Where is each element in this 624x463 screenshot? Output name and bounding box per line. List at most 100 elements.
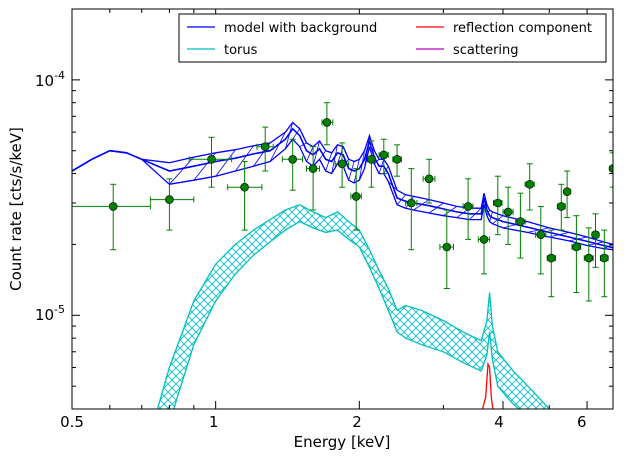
- data-point-29: [599, 229, 609, 298]
- data-marker: [546, 253, 556, 263]
- data-marker: [367, 155, 376, 164]
- model-hatch-segment: [169, 156, 195, 185]
- model-hatch-segment: [568, 236, 588, 242]
- data-point-10: [367, 140, 376, 188]
- data-marker: [392, 155, 402, 164]
- data-marker: [584, 253, 594, 263]
- data-point-18: [493, 175, 503, 236]
- model-band-hatch: [169, 122, 613, 249]
- reflection-component-line: [481, 361, 494, 409]
- legend-label-reflection: reflection component: [453, 21, 592, 36]
- data-point-20: [515, 192, 526, 259]
- data-marker: [536, 230, 546, 239]
- data-marker: [463, 202, 473, 211]
- data-marker: [591, 230, 600, 239]
- model-hatch-segment: [269, 131, 286, 162]
- data-point-25: [562, 170, 572, 219]
- data-point-30: [608, 152, 613, 188]
- model-hatch-segment: [378, 159, 385, 174]
- torus-lower-line: [173, 220, 521, 409]
- model-hatch-segment: [235, 145, 254, 172]
- model-hatch-segment: [443, 206, 458, 217]
- data-point-8: [334, 142, 350, 188]
- model-hatch-segment: [413, 199, 430, 211]
- data-point-14: [422, 158, 436, 204]
- data-point-5: [281, 138, 303, 191]
- legend: model with background reflection compone…: [178, 13, 607, 63]
- data-point-27: [583, 227, 594, 302]
- x-tick-label-6: 6: [577, 413, 587, 431]
- data-point-23: [546, 229, 556, 298]
- x-tick-label-0.5: 0.5: [60, 413, 84, 431]
- model-hatch-segment: [215, 149, 236, 177]
- data-point-26: [571, 215, 582, 293]
- model-hatch-segment: [292, 128, 301, 140]
- data-point-4: [256, 126, 274, 172]
- data-marker: [379, 150, 389, 160]
- x-tick-label-4: 4: [494, 413, 504, 431]
- data-marker: [479, 235, 489, 244]
- data-marker: [516, 217, 525, 226]
- model-hatch-segment: [388, 181, 398, 191]
- data-points: [72, 102, 613, 302]
- model-hatch-segment: [312, 140, 320, 167]
- model-hatch-segment: [486, 209, 490, 216]
- model-hatch-segment: [306, 146, 314, 162]
- data-marker: [525, 180, 535, 189]
- data-marker: [308, 164, 318, 173]
- torus-band-fill: [157, 204, 550, 409]
- data-point-6: [306, 146, 320, 211]
- model-hatch-segment: [489, 211, 493, 222]
- data-marker: [572, 242, 581, 252]
- plot-frame: [71, 8, 614, 410]
- model-hatch-segment: [549, 232, 570, 238]
- data-marker: [288, 155, 298, 164]
- data-point-1: [149, 178, 195, 231]
- model-hatch-segment: [480, 193, 485, 220]
- model-hatch-segment: [396, 194, 406, 205]
- data-point-15: [439, 209, 454, 289]
- model-hatch-segment: [325, 152, 333, 172]
- data-point-0: [72, 183, 151, 251]
- x-tick-label-1: 1: [209, 413, 219, 431]
- data-marker: [322, 118, 332, 127]
- legend-label-scattering: scattering: [453, 43, 519, 58]
- model-hatch-segment: [285, 122, 294, 149]
- data-marker: [599, 253, 609, 263]
- data-marker: [260, 142, 270, 151]
- data-point-16: [462, 178, 474, 240]
- model-hatch-segment: [358, 150, 365, 181]
- model-hatch-segment: [319, 150, 327, 160]
- data-point-12: [392, 144, 402, 177]
- model-hatch-segment: [469, 207, 482, 220]
- data-point-2: [188, 136, 233, 188]
- model-hatch-segment: [527, 227, 550, 233]
- data-marker: [165, 195, 174, 204]
- data-marker: [556, 202, 566, 211]
- model-hatch-segment: [374, 159, 380, 165]
- data-marker: [240, 182, 249, 192]
- legend-label-model: model with background: [224, 21, 377, 36]
- data-marker: [351, 192, 361, 201]
- torus-upper-line: [156, 203, 550, 409]
- data-point-22: [535, 205, 547, 275]
- data-point-17: [477, 209, 491, 275]
- data-point-28: [591, 213, 600, 268]
- legend-box: [178, 13, 607, 63]
- data-marker: [207, 155, 216, 164]
- y-tick-label-1e-5: 10-5: [35, 303, 65, 324]
- data-marker: [562, 187, 572, 196]
- data-point-11: [378, 138, 389, 175]
- model-hatch-segment: [348, 161, 355, 181]
- y-axis-label: Count rate [cts/s/keV]: [7, 127, 25, 291]
- data-marker: [337, 159, 347, 169]
- data-point-13: [405, 168, 418, 251]
- x-tick-label-2: 2: [352, 413, 362, 431]
- model-hatch-segment: [331, 144, 338, 174]
- data-marker: [493, 198, 503, 208]
- data-point-3: [227, 161, 263, 231]
- model-hatch-segment: [299, 142, 307, 148]
- legend-label-torus: torus: [224, 43, 258, 58]
- data-marker: [503, 207, 513, 217]
